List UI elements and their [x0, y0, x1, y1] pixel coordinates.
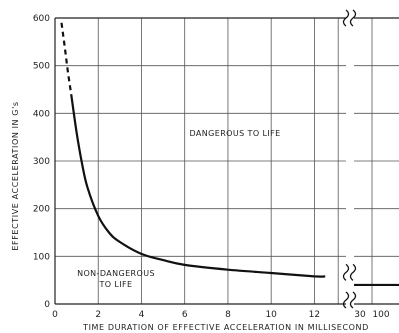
curve-dashed-segment	[60, 22, 73, 95]
break-mark-top	[342, 9, 350, 27]
break-mark-curve	[349, 263, 357, 281]
danger-threshold-curve	[60, 22, 399, 287]
y-tick-label: 300	[33, 157, 50, 167]
break-mark-bottom	[349, 291, 357, 309]
axis-break-marks	[342, 9, 357, 309]
dangerous-label: DANGEROUS TO LIFE	[189, 129, 280, 138]
y-tick-label: 200	[33, 205, 50, 215]
x-tick-labels: 0 2 4 6 8 10 12 30 100	[52, 310, 390, 320]
y-tick-label: 500	[33, 62, 50, 72]
x-axis-title: TIME DURATION OF EFFECTIVE ACCELERATION …	[82, 323, 369, 332]
x-tick-label: 12	[309, 310, 320, 320]
to-life-label: TO LIFE	[99, 280, 133, 289]
y-axis-title: EFFECTIVE ACCELERATION IN G's	[11, 101, 20, 250]
y-tick-label: 400	[33, 109, 50, 119]
y-tick-label: 600	[33, 14, 50, 24]
y-tick-label: 0	[44, 300, 50, 310]
break-mark-curve	[342, 263, 350, 281]
y-tick-label: 100	[33, 252, 50, 262]
x-tick-label: 100	[372, 310, 389, 320]
plot-frame	[54, 17, 399, 305]
break-mark-top	[349, 9, 357, 27]
x-tick-label: 4	[139, 310, 145, 320]
x-tick-label: 10	[265, 310, 277, 320]
non-dangerous-label: NON-DANGEROUS	[77, 269, 155, 278]
x-tick-label: 30	[354, 310, 366, 320]
grid	[55, 18, 399, 304]
x-tick-label: 8	[225, 310, 231, 320]
x-tick-label: 6	[182, 310, 188, 320]
break-mark-bottom	[342, 291, 350, 309]
x-tick-label: 2	[95, 310, 101, 320]
curve-solid-segment	[70, 94, 326, 278]
x-tick-label: 0	[52, 310, 58, 320]
y-tick-labels: 0 100 200 300 400 500 600	[33, 14, 50, 310]
